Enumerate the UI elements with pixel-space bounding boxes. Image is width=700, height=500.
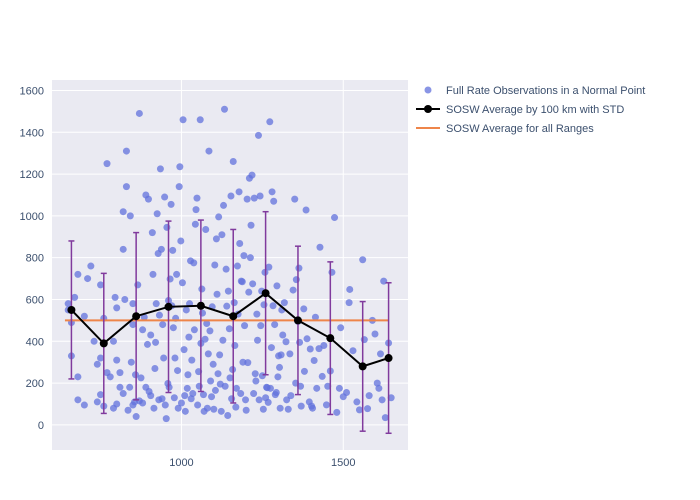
svg-text:600: 600 xyxy=(26,294,44,306)
svg-text:1600: 1600 xyxy=(20,85,44,97)
svg-text:0: 0 xyxy=(38,420,44,432)
svg-text:200: 200 xyxy=(26,378,44,390)
svg-text:1500: 1500 xyxy=(331,457,355,469)
svg-text:Full Rate Observations in a No: Full Rate Observations in a Normal Point xyxy=(446,85,645,97)
scatter-chart: 1000 1500 0 200 400 600 800 1000 1200 1400 1600 Ful… xyxy=(0,0,700,500)
svg-text:1400: 1400 xyxy=(20,127,44,139)
chart-container: 1000 1500 0 200 400 600 800 1000 1200 1400 1600 Ful… xyxy=(0,0,700,500)
svg-text:400: 400 xyxy=(26,336,44,348)
svg-text:800: 800 xyxy=(26,253,44,265)
svg-text:SOSW Average for all Ranges: SOSW Average for all Ranges xyxy=(446,123,594,135)
svg-text:1000: 1000 xyxy=(20,211,44,223)
svg-text:1200: 1200 xyxy=(20,169,44,181)
svg-text:1000: 1000 xyxy=(169,457,193,469)
svg-text:SOSW Average by 100 km with ST: SOSW Average by 100 km with STD xyxy=(446,104,624,116)
